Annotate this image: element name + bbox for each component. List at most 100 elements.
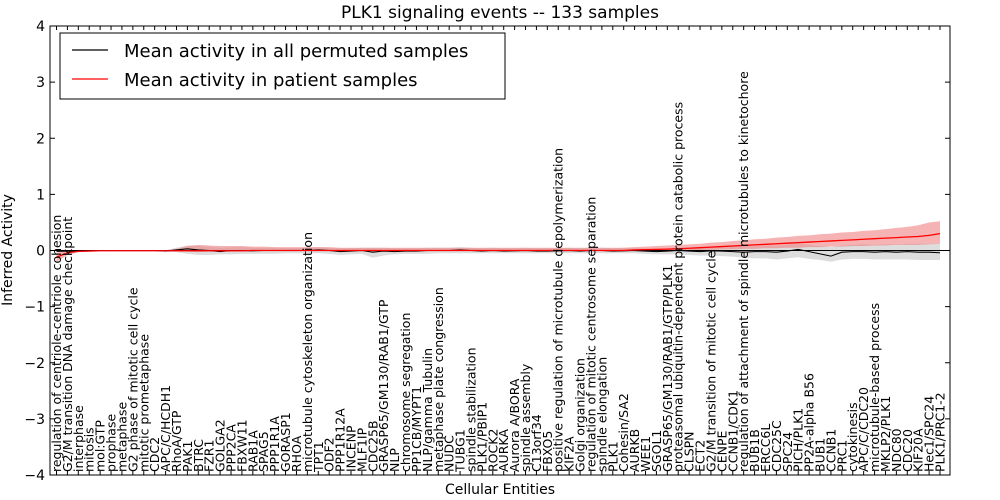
legend-label-permuted: Mean activity in all permuted samples xyxy=(124,41,468,62)
x-tick-label: AURKB xyxy=(627,429,642,472)
series-lines xyxy=(56,233,941,258)
x-tick-label: CENPE xyxy=(714,430,729,472)
x-tick-label: CLSPN xyxy=(682,431,697,472)
x-tick-label: NLP/gamma Tubulin xyxy=(420,348,435,472)
x-tick-label: GRASP65/GM130/RAB1/GTP xyxy=(376,299,391,472)
x-tick-label: spindle elongation xyxy=(594,357,609,472)
x-tick-label: PP1CB/MYPT1 xyxy=(409,386,424,472)
x-tick-label: PICH/PLK1 xyxy=(791,408,806,472)
y-tick-label: −2 xyxy=(24,356,45,372)
x-tick-label: NUDC xyxy=(442,435,457,472)
x-tick-label: Golgi organization xyxy=(573,358,588,472)
x-tick-label: FBXO5 xyxy=(540,431,555,472)
plot-frame xyxy=(49,25,951,476)
x-tick-label: Cohesin/SA2 xyxy=(616,393,631,472)
x-tick-label: regulation of mitotic centrosome separat… xyxy=(583,197,598,472)
x-tick-label: cytokinesis xyxy=(845,402,860,472)
x-tick-label: spindle assembly xyxy=(518,363,533,472)
x-tick-label: FBXW11 xyxy=(234,419,249,472)
x-tick-label: APC/C/CDC20 xyxy=(856,387,871,472)
x-tick-label: interphase xyxy=(71,405,86,472)
x-tick-label: KIF2A xyxy=(562,436,577,472)
x-tick-label: PLK1/PRC1-2 xyxy=(933,392,948,472)
x-tick-label: ECT2 xyxy=(693,440,708,472)
x-tick-label: PPP2CA xyxy=(224,424,239,472)
x-tick-label: INCENP xyxy=(344,425,359,472)
x-tick-label: AURKA xyxy=(496,429,511,472)
x-tick-label: proteasomal ubiquitin-dependent protein … xyxy=(671,102,686,472)
x-tick-label: G2/M transition of mitotic cell cycle xyxy=(703,250,718,472)
x-tick-label: CCNB1/CDK1 xyxy=(725,390,740,472)
x-tick-label: ERCC6L xyxy=(758,424,773,472)
x-tick-label: Aurora A/BORA xyxy=(507,378,522,472)
x-tick-label: SGOL1 xyxy=(649,430,664,472)
x-tick-label: RHOA xyxy=(289,435,304,472)
x-tick-label: TUBG1 xyxy=(453,429,468,473)
x-tick-label: WEE1 xyxy=(638,436,653,472)
x-tick-label: PPP1R1A xyxy=(267,416,282,472)
x-tick-label: APC/C/HCDH1 xyxy=(158,385,173,472)
y-tick-label: 0 xyxy=(36,244,45,260)
legend: Mean activity in all permuted samples Me… xyxy=(59,32,506,100)
x-tick-label: PLK1 xyxy=(605,441,620,472)
x-tick-label: G2/M transition DNA damage checkpoint xyxy=(60,217,75,472)
x-tick-label: GRASP65/GM130/RAB1/GTP/PLK1 xyxy=(660,265,675,472)
chart-title: PLK1 signaling events -- 133 samples xyxy=(341,3,659,23)
x-tick-label: metaphase plate congression xyxy=(431,287,446,472)
x-tick-label: SPC24 xyxy=(780,432,795,472)
y-tick-label: 3 xyxy=(36,75,45,91)
x-tick-label: CDC2 xyxy=(147,437,162,472)
y-tick-label: 1 xyxy=(36,187,45,203)
x-tick-label: MLF1IP xyxy=(354,427,369,472)
x-tick-label: regulation of centriole-centriole cohesi… xyxy=(49,215,64,472)
y-tick-label: −3 xyxy=(24,412,45,428)
y-tick-label: 4 xyxy=(36,19,45,35)
x-tick-label: mol:GTP xyxy=(93,420,108,472)
x-tick-label: MKLP2/PLK1 xyxy=(878,396,893,472)
x-tick-label: PP2A-alpha B56 xyxy=(802,373,817,472)
x-axis-label: Cellular Entities xyxy=(445,482,555,498)
y-axis-tick-labels: 4 3 2 1 0 −1 −2 −3 −4 xyxy=(24,19,45,484)
y-tick-label: −4 xyxy=(24,468,45,484)
x-tick-label: NDC80 xyxy=(889,428,904,472)
x-tick-label: mitotic prometaphase xyxy=(136,334,151,472)
legend-box xyxy=(59,32,506,100)
confidence-bands xyxy=(56,221,940,262)
confidence-band-patient xyxy=(56,221,940,262)
x-tick-label: spindle stabilization xyxy=(463,347,478,472)
x-tick-label: CDC25B xyxy=(365,420,380,472)
x-tick-label: G2 phase of mitotic cell cycle xyxy=(125,287,140,472)
x-tick-label: positive regulation of microtubule depol… xyxy=(551,148,566,472)
x-tick-label: prophase xyxy=(104,414,119,472)
y-tick-label: 2 xyxy=(36,131,45,147)
x-tick-label: ODF2 xyxy=(322,437,337,472)
x-tick-label: SPAG5 xyxy=(256,431,271,472)
x-tick-label: BUB1 xyxy=(813,438,828,472)
x-tick-label: CDC25C xyxy=(769,420,784,472)
x-tick-label: microtubule-based process xyxy=(867,303,882,472)
x-axis-ticks xyxy=(56,26,941,475)
x-tick-label: CDC20 xyxy=(900,429,915,472)
x-tick-label: mitosis xyxy=(82,427,97,472)
x-tick-label: BTRC xyxy=(191,439,206,472)
x-axis-tick-labels: regulation of centriole-centriole cohesi… xyxy=(49,71,948,473)
x-tick-label: TPT1 xyxy=(311,441,326,473)
y-tick-label: −1 xyxy=(24,300,45,316)
x-tick-label: metaphase xyxy=(114,402,129,472)
x-tick-label: PPP1R12A xyxy=(333,408,348,472)
x-tick-label: Hec1/SPC24 xyxy=(922,396,937,472)
x-tick-label: chromosome segregation xyxy=(398,313,413,472)
x-tick-label: ROCK2 xyxy=(485,429,500,472)
x-tick-label: C13orf34 xyxy=(529,414,544,472)
x-tick-label: CCNB1 xyxy=(823,429,838,472)
x-tick-label: regulation of attachment of spindle micr… xyxy=(736,71,751,472)
x-tick-label: PRC1 xyxy=(834,440,849,472)
x-tick-label: FZR1 xyxy=(202,440,217,472)
legend-label-patient: Mean activity in patient samples xyxy=(124,70,418,91)
x-tick-label: GOLGA2 xyxy=(213,419,228,472)
x-tick-label: RAB1A xyxy=(245,430,260,472)
x-tick-label: RhoA/GTP xyxy=(169,410,184,472)
x-tick-label: BUB1B xyxy=(747,429,762,472)
x-tick-label: GORASP1 xyxy=(278,412,293,472)
